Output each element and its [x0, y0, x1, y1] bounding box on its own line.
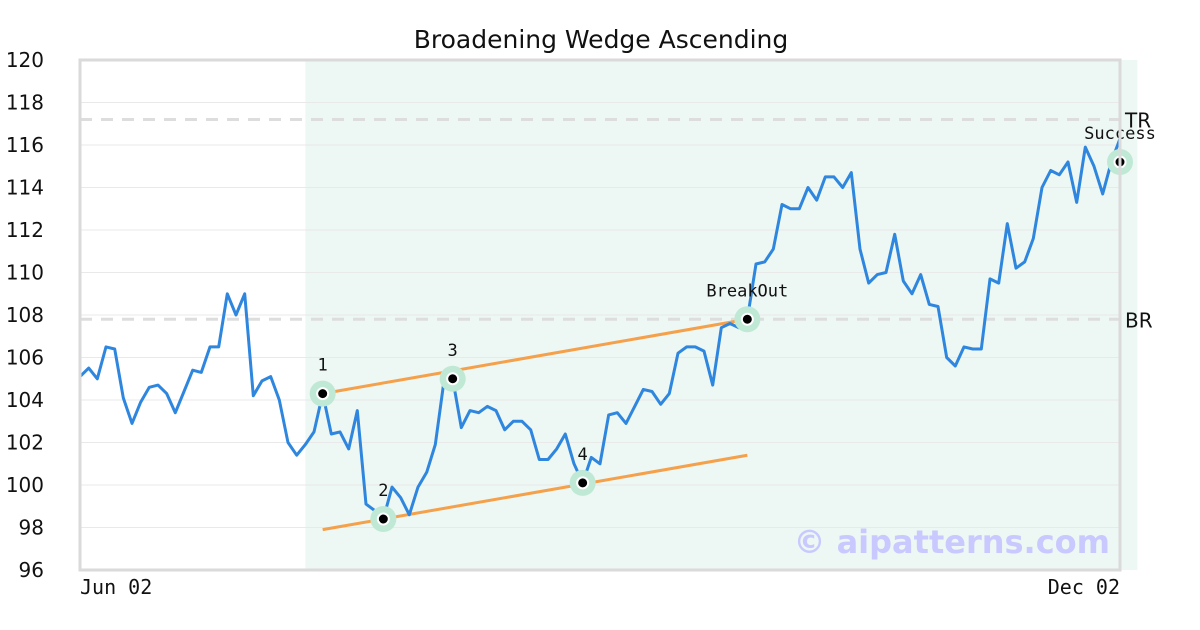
pattern-point-label: 4 [578, 445, 588, 465]
y-tick-label: 96 [19, 558, 44, 582]
y-tick-label: 98 [19, 516, 44, 540]
y-tick-label: 108 [6, 303, 44, 327]
reference-line-label: BR [1125, 308, 1153, 332]
pattern-point-label: 3 [448, 341, 458, 361]
pattern-point-marker [740, 312, 754, 326]
trendline [322, 317, 748, 396]
plot-frame [78, 58, 1122, 572]
pattern-point-marker [376, 512, 390, 526]
pattern-point-marker [446, 372, 460, 386]
y-tick-label: 114 [6, 176, 44, 200]
watermark: © aipatterns.com [793, 523, 1110, 561]
y-tick-label: 112 [6, 218, 44, 242]
y-tick-label: 110 [6, 261, 44, 285]
y-tick-label: 100 [6, 473, 44, 497]
y-tick-label: 106 [6, 346, 44, 370]
y-tick-label: 102 [6, 431, 44, 455]
x-tick-label: Jun 02 [80, 575, 152, 599]
pattern-point-label: 2 [378, 481, 388, 501]
pattern-point-label: 1 [318, 356, 328, 376]
y-tick-label: 104 [6, 388, 44, 412]
pattern-point-marker [316, 387, 330, 401]
y-tick-label: 116 [6, 133, 44, 157]
pattern-point-label: BreakOut [706, 281, 788, 301]
pattern-point-marker [576, 476, 590, 490]
chart-title: Broadening Wedge Ascending [414, 25, 789, 54]
y-tick-label: 120 [6, 48, 44, 72]
y-tick-label: 118 [6, 91, 44, 115]
reference-line-label: TR [1124, 109, 1151, 133]
price-series-line [78, 138, 1122, 521]
x-tick-label: Dec 02 [1048, 575, 1120, 599]
